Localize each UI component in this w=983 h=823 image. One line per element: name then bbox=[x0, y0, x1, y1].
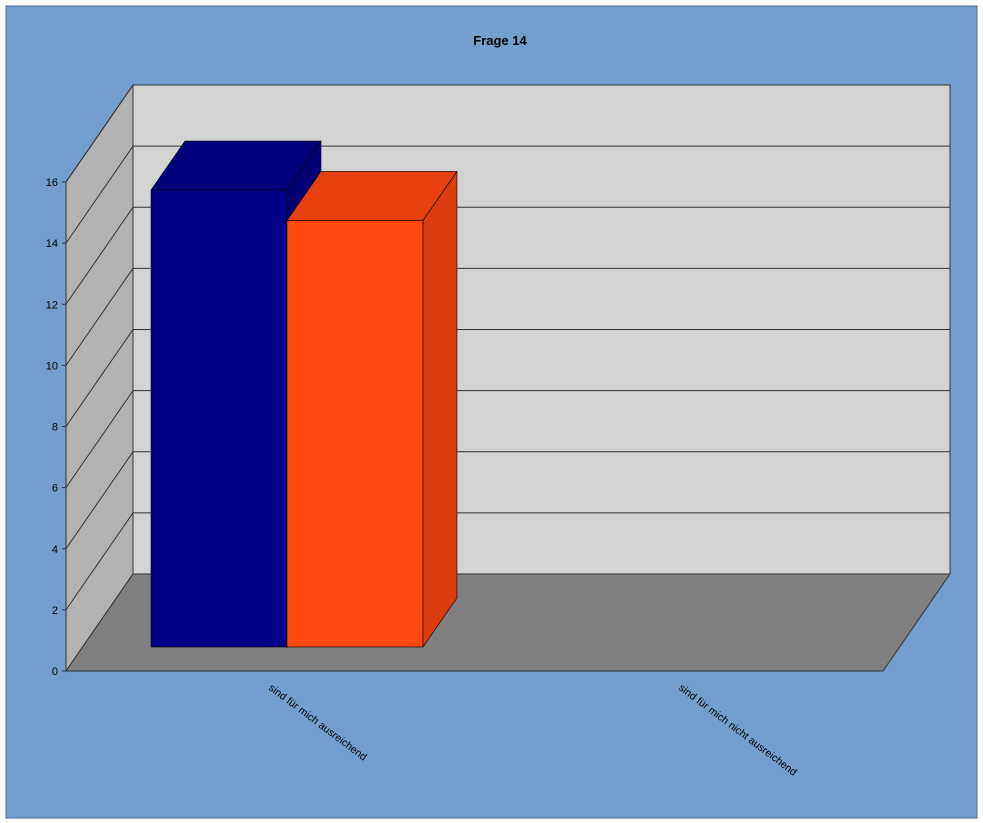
y-tick-label: 8 bbox=[52, 422, 58, 434]
y-tick-label: 0 bbox=[52, 666, 58, 678]
gridline-side bbox=[65, 451, 134, 550]
bar-side bbox=[422, 170, 458, 648]
y-tick-label: 10 bbox=[46, 360, 58, 372]
y-tick-label: 16 bbox=[46, 177, 58, 189]
y-axis-ticks: 0 2 4 6 8 10 12 14 16 bbox=[46, 177, 66, 678]
chart-title: Frage 14 bbox=[473, 33, 527, 48]
gridline-side bbox=[65, 206, 134, 305]
bars bbox=[150, 140, 458, 648]
bar-front bbox=[150, 189, 288, 648]
y-tick-label: 2 bbox=[52, 605, 58, 617]
bar-front bbox=[286, 220, 424, 648]
gridline-side bbox=[65, 268, 134, 366]
gridline-side bbox=[65, 512, 134, 611]
gridline-side bbox=[65, 390, 134, 488]
y-tick-label: 6 bbox=[52, 483, 58, 495]
y-tick-label: 4 bbox=[52, 544, 58, 556]
gridline-side bbox=[65, 329, 134, 427]
y-tick-label: 14 bbox=[46, 238, 58, 250]
y-tick-label: 12 bbox=[46, 299, 58, 311]
gridline-side bbox=[65, 84, 134, 183]
gridline-side bbox=[65, 145, 134, 244]
